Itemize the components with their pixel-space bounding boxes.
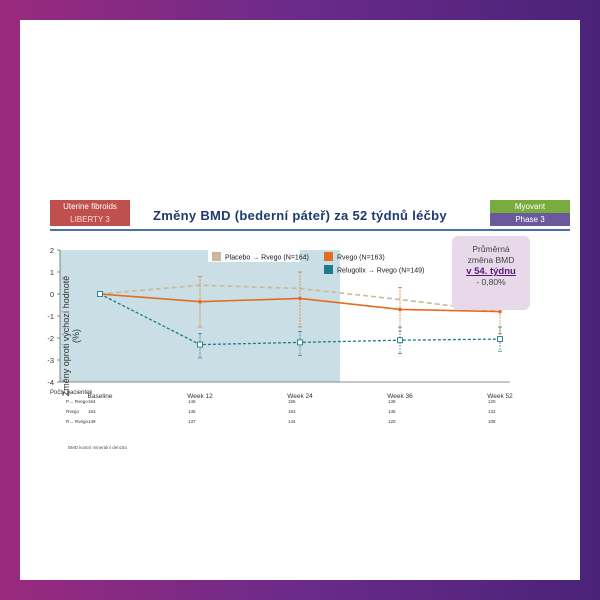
- slide-frame: Uterine fibroids LIBERTY 3 Myovant Phase…: [20, 20, 580, 580]
- patient-count: 153: [288, 409, 296, 414]
- y-tick-label: -1: [47, 312, 54, 321]
- patient-count: 146: [188, 399, 196, 404]
- data-point: [298, 296, 302, 301]
- data-point: [498, 309, 502, 314]
- y-axis-label: Změny oproti výchozí hodnotě (%): [61, 275, 81, 397]
- data-point: [497, 336, 503, 343]
- patient-count: 132: [488, 409, 496, 414]
- patient-count: 156: [288, 399, 296, 404]
- callout-line3: v 54. týdnu: [466, 266, 516, 277]
- legend-swatch: [324, 252, 333, 261]
- y-tick-label: 0: [50, 290, 54, 299]
- y-tick-label: 1: [50, 268, 54, 277]
- patient-count: 108: [488, 419, 496, 424]
- patient-count: 164: [88, 399, 96, 404]
- callout-line1: Průměrná: [472, 244, 510, 254]
- x-tick-label: Week 12: [187, 393, 213, 400]
- legend-swatch: [212, 252, 221, 261]
- patient-row-label: Rvego: [66, 409, 80, 414]
- tag-uterine-fibroids: Uterine fibroids: [50, 200, 130, 213]
- patient-count: 149: [88, 419, 96, 424]
- data-point: [198, 299, 202, 304]
- x-tick-label: Week 36: [387, 393, 413, 400]
- data-point: [97, 291, 103, 297]
- legend-label: Rvego (N=163): [337, 255, 385, 262]
- y-tick-label: -2: [47, 334, 54, 343]
- y-tick-label: 2: [50, 246, 54, 255]
- tag-liberty3: LIBERTY 3: [50, 213, 130, 226]
- bmd-line-chart: 2 1 0 -1 -2 -3 -4 Baseline Week 12 Week 24 Week 36…: [47, 246, 513, 424]
- slide-title: Změny BMD (bederní páteř) za 52 týdnů lé…: [153, 208, 447, 223]
- legend-label: Relugolix → Rvego (N=149): [337, 268, 424, 275]
- x-tick-label: Week 52: [487, 393, 513, 400]
- patient-count: 144: [288, 419, 296, 424]
- legend-swatch: [324, 265, 333, 274]
- legend-label: Placebo → Rvego (N=164): [225, 255, 309, 262]
- patient-count: 145: [188, 409, 196, 414]
- y-tick-label: -3: [47, 356, 54, 365]
- bmd-callout-box: Průměrná změna BMD v 54. týdnu - 0,80%: [452, 236, 530, 310]
- footnote: BMD kostní minerální denzita: [68, 445, 127, 450]
- x-tick-label: Baseline: [88, 393, 113, 400]
- patient-count: 145: [388, 409, 396, 414]
- patient-count: 163: [88, 409, 96, 414]
- patient-row-label: R→ Rvego: [66, 419, 89, 424]
- title-divider: [50, 229, 570, 231]
- tag-myovant: Myovant: [490, 200, 570, 213]
- y-tick-label: -4: [47, 378, 54, 387]
- data-point: [398, 307, 402, 312]
- x-tick-label: Week 24: [287, 393, 313, 400]
- data-point: [197, 341, 203, 348]
- patient-count: 120: [488, 399, 496, 404]
- tag-phase3: Phase 3: [490, 213, 570, 226]
- patients-label: Počty pacientek: [50, 390, 93, 396]
- data-point: [397, 337, 403, 344]
- patient-count: 137: [188, 419, 196, 424]
- patient-row-label: P→ Rvego: [66, 399, 88, 404]
- patient-count: 120: [388, 419, 396, 424]
- legend-box: [208, 246, 300, 262]
- callout-line2: změna BMD: [467, 255, 515, 265]
- patient-count: 138: [388, 399, 396, 404]
- data-point: [297, 339, 303, 346]
- callout-line4: - 0,80%: [476, 277, 506, 287]
